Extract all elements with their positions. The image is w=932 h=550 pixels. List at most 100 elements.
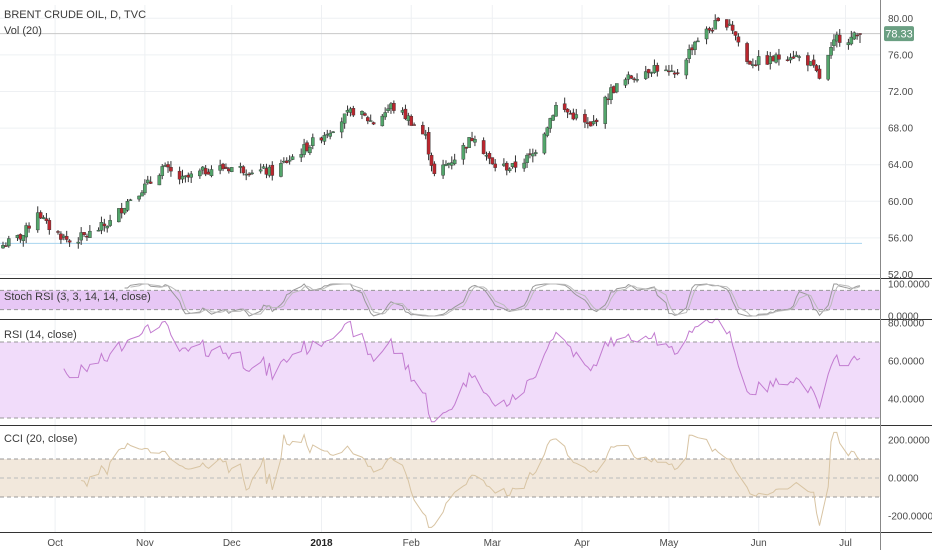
x-tick-label: Nov (136, 538, 154, 549)
candle (76, 237, 81, 249)
candle (554, 101, 558, 117)
x-tick-label: Dec (223, 538, 241, 549)
candle (250, 169, 254, 175)
candle (56, 230, 60, 235)
candle (221, 162, 225, 172)
price-y-tick: 76.00 (888, 50, 913, 61)
candle (635, 73, 639, 83)
candle (655, 62, 660, 77)
candle (224, 163, 228, 170)
candle (143, 179, 147, 196)
candle (21, 234, 26, 247)
candle (745, 41, 749, 65)
candle (733, 31, 738, 41)
candle (481, 137, 486, 155)
candle (351, 105, 356, 118)
candle (777, 48, 781, 66)
candle (797, 54, 801, 62)
candle (562, 97, 567, 113)
candle (258, 163, 263, 174)
cci-y-tick: -200.0000 (888, 512, 932, 523)
candle (788, 53, 793, 64)
candle (849, 30, 854, 46)
candle (409, 114, 414, 126)
candle (247, 172, 251, 177)
candle (287, 155, 292, 165)
candle (180, 169, 185, 184)
candle (525, 153, 529, 168)
candle (432, 161, 437, 177)
candle (704, 26, 709, 45)
candle (452, 153, 457, 166)
price-y-tick: 72.00 (888, 87, 913, 98)
price-y-tick: 52.00 (888, 270, 913, 281)
candle (308, 144, 312, 156)
candle (736, 33, 741, 47)
candle (99, 216, 104, 235)
candle (157, 173, 162, 186)
candle (583, 109, 587, 129)
candle (614, 83, 619, 94)
candle (41, 215, 46, 220)
candle (198, 168, 202, 179)
candle (383, 107, 387, 120)
candle (6, 235, 11, 248)
price-y-tick: 60.00 (888, 197, 913, 208)
candle (44, 212, 49, 224)
candle (507, 167, 512, 173)
candle (629, 74, 634, 80)
candle (756, 50, 761, 71)
candle (623, 77, 628, 88)
candle (493, 159, 497, 172)
rsi-y-tick: 60.0000 (888, 357, 925, 368)
candle (96, 227, 101, 232)
candle (24, 222, 28, 244)
candle (785, 56, 790, 62)
candle (426, 127, 431, 161)
candle (441, 159, 445, 179)
candle (261, 164, 266, 169)
candle (299, 148, 304, 163)
candle (105, 225, 110, 233)
candle (811, 54, 816, 68)
candle (487, 151, 492, 165)
candle (490, 157, 495, 165)
candle (522, 158, 526, 172)
cci-band (0, 459, 880, 497)
candle (137, 195, 141, 202)
stoch-y-tick: 100.0000 (888, 280, 930, 291)
candle (203, 164, 208, 177)
candle (730, 21, 735, 34)
candle (814, 64, 819, 73)
cci-line (81, 431, 861, 528)
candle (229, 167, 234, 173)
candle (643, 65, 648, 81)
candle (449, 156, 454, 170)
candle (392, 100, 396, 114)
cci-title: CCI (20, close) (4, 433, 77, 445)
candle (837, 29, 842, 47)
candle (603, 95, 608, 129)
candle (290, 154, 295, 161)
rsi-band (0, 342, 880, 418)
candle (687, 44, 691, 64)
candle (829, 42, 833, 59)
rsi-title: RSI (14, close) (4, 329, 77, 341)
stoch-y-tick: 0.0000 (888, 312, 919, 323)
candle (145, 175, 150, 185)
x-tick-label: Oct (47, 538, 63, 549)
x-tick-label: Apr (574, 538, 590, 549)
x-tick-label: Jun (751, 538, 767, 549)
candle (331, 131, 335, 134)
candle (684, 58, 689, 80)
candle (67, 239, 72, 247)
candle (716, 16, 720, 22)
candle (664, 65, 668, 72)
candle (403, 104, 408, 121)
candle (339, 117, 344, 139)
candle (696, 37, 700, 43)
candle (270, 161, 275, 181)
cci-y-tick: 200.0000 (888, 436, 930, 447)
candle (670, 64, 674, 73)
